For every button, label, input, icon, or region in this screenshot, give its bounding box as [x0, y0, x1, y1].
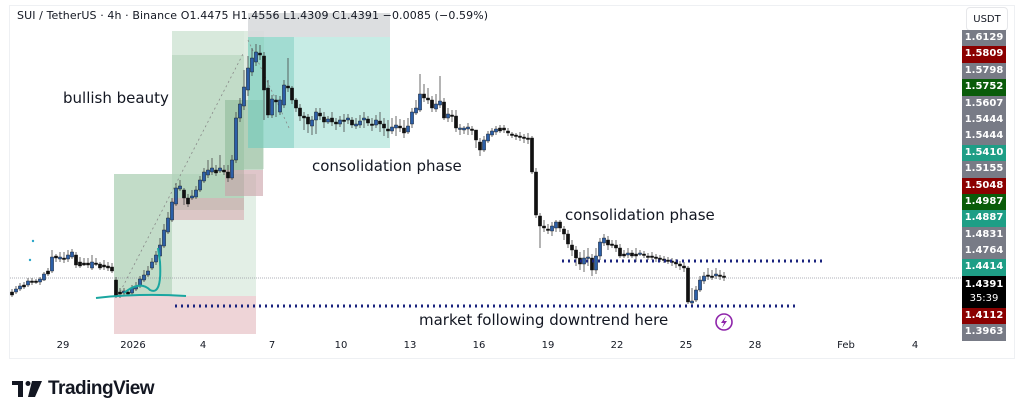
time-axis[interactable]: 29 2026 4 7 10 13 16 19 22 25 28 Feb 4 [10, 340, 960, 358]
current-price-value: 1.4391 [964, 278, 1004, 290]
price-label: 1.5798 [962, 62, 1006, 80]
price-label: 1.5809 [962, 46, 1006, 63]
time-tick: 25 [679, 340, 693, 351]
annotation-consolidation-2[interactable]: consolidation phase [565, 206, 715, 224]
price-label: 1.4987 [962, 193, 1006, 211]
time-tick: 19 [541, 340, 555, 351]
tradingview-logo-icon [12, 381, 42, 397]
price-label: 1.5048 [962, 177, 1006, 194]
annotation-bullish-beauty[interactable]: bullish beauty [63, 89, 169, 107]
time-tick: 10 [334, 340, 348, 351]
time-tick: 13 [403, 340, 417, 351]
flash-event-icon[interactable] [715, 313, 733, 331]
price-label: 1.5410 [962, 144, 1006, 162]
short-position-target [248, 37, 390, 148]
time-tick: 4 [199, 340, 207, 351]
price-scale[interactable]: 1.6129 1.5809 1.5798 1.5752 1.5607 1.5444 1.54… [962, 30, 1006, 341]
hand-drawn-curve[interactable] [123, 247, 162, 294]
time-tick: 29 [56, 340, 70, 351]
price-label: 1.5444 [962, 111, 1006, 129]
bar-countdown: 35:39 [969, 292, 999, 304]
hand-drawn-underline[interactable] [95, 293, 187, 299]
price-label: 1.4112 [962, 307, 1006, 325]
price-label: 1.4831 [962, 226, 1006, 244]
currency-button[interactable]: USDT [966, 7, 1008, 31]
long-position-target-2 [172, 31, 244, 55]
tradingview-logo-text: TradingView [48, 378, 155, 399]
price-label: 1.3963 [962, 324, 1006, 341]
time-tick: 7 [268, 340, 276, 351]
price-label: 1.4764 [962, 243, 1006, 260]
time-tick: Feb [837, 340, 855, 351]
annotation-downtrend[interactable]: market following downtrend here [419, 311, 669, 329]
short-position-stop [248, 13, 390, 37]
price-label: 1.4414 [962, 259, 1006, 276]
price-label: 1.4887 [962, 210, 1006, 227]
price-label: 1.5155 [962, 161, 1006, 178]
time-tick: 16 [472, 340, 486, 351]
price-label: 1.5607 [962, 95, 1006, 112]
annotation-consolidation-1[interactable]: consolidation phase [312, 157, 462, 175]
long-position-stop-1 [114, 296, 256, 334]
tradingview-logo[interactable]: TradingView [12, 378, 155, 400]
time-tick: 22 [610, 340, 624, 351]
price-label: 1.5444 [962, 128, 1006, 145]
time-tick: 4 [911, 340, 919, 351]
position-tool-shapes[interactable] [114, 13, 390, 334]
symbol-title: SUI / TetherUS · 4h · Binance O1.4475 H1… [17, 9, 489, 22]
marker-dot [28, 258, 32, 262]
long-position-stop-2 [172, 198, 244, 220]
price-label: 1.5752 [962, 79, 1006, 96]
current-price-label: 1.4391 35:39 [962, 275, 1006, 308]
time-tick: 2026 [120, 340, 146, 351]
marker-dot [31, 239, 35, 243]
time-tick: 28 [748, 340, 762, 351]
price-label: 1.6129 [962, 30, 1006, 47]
